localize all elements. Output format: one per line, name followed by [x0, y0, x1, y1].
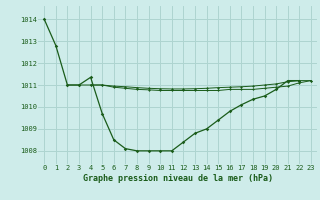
X-axis label: Graphe pression niveau de la mer (hPa): Graphe pression niveau de la mer (hPa) — [83, 174, 273, 183]
